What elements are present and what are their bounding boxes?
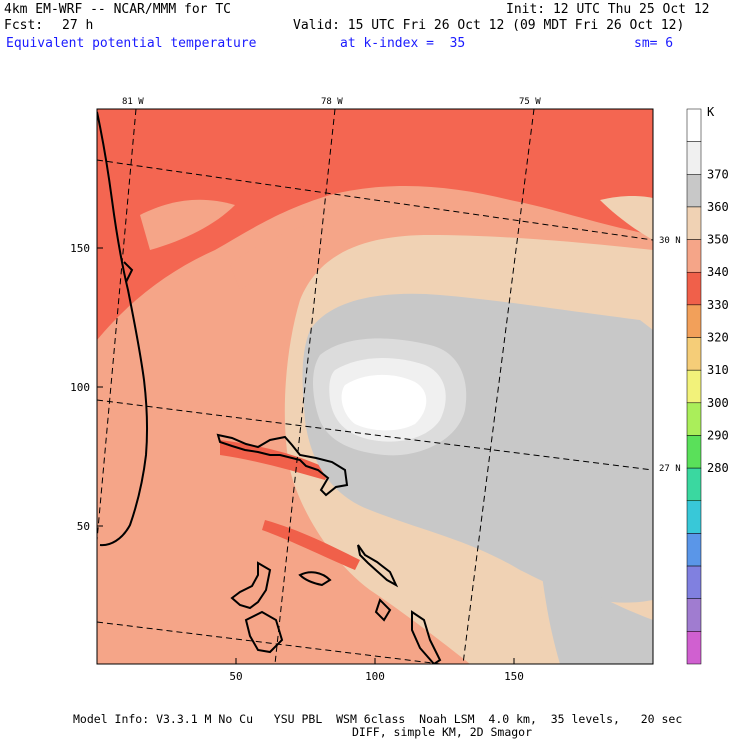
colorbar-label: 350 [707, 233, 729, 247]
colorbar-label: 290 [707, 428, 729, 442]
valid-time: Valid: 15 UTC Fri 26 Oct 12 (09 MDT Fri … [293, 18, 685, 33]
lon-label-75w: 75 W [519, 97, 541, 107]
model-info-2: DIFF, simple KM, 2D Smagor [352, 725, 533, 739]
forecast-hour: 27 h [62, 18, 94, 33]
colorbar-swatch [686, 206, 702, 240]
x-tick-100: 100 [365, 670, 385, 683]
forecast-label: Fcst: [4, 18, 44, 33]
colorbar-swatch [686, 141, 702, 175]
colorbar: 370 360 350 340 330 320 310 300 290 280 [686, 108, 729, 665]
colorbar-swatch [686, 402, 702, 436]
colorbar-label: 280 [707, 461, 729, 475]
axis-ticks [97, 247, 515, 664]
colorbar-swatch [686, 533, 702, 567]
colorbar-label: 360 [707, 200, 729, 214]
colorbar-unit: K [707, 105, 715, 119]
colorbar-swatch [686, 598, 702, 632]
y-tick-50: 50 [77, 520, 90, 533]
lon-label-81w: 81 W [122, 97, 144, 107]
colorbar-swatch [686, 108, 702, 142]
lat-label-30n: 30 N [659, 236, 681, 246]
colorbar-swatch [686, 239, 702, 273]
colorbar-swatch [686, 271, 702, 306]
colorbar-label: 310 [707, 363, 729, 377]
colorbar-swatch [686, 174, 702, 208]
colorbar-swatch [686, 565, 702, 599]
colorbar-label: 330 [707, 298, 729, 312]
colorbar-label: 340 [707, 265, 729, 279]
colorbar-swatch [686, 631, 702, 665]
colorbar-swatch [686, 369, 702, 404]
model-info: Model Info: V3.3.1 M No Cu YSU PBL WSM 6… [73, 712, 683, 726]
coastlines [97, 111, 442, 664]
y-tick-150: 150 [70, 242, 90, 255]
colorbar-swatch [686, 304, 702, 338]
colorbar-swatch [686, 500, 702, 534]
y-tick-100: 100 [70, 381, 90, 394]
field-name: Equivalent potential temperature [6, 36, 257, 51]
vertical-level: at k-index = 35 [340, 36, 466, 51]
theta-e-field [97, 109, 653, 664]
lon-label-78w: 78 W [321, 97, 343, 107]
colorbar-swatch [686, 435, 702, 469]
smoothing: sm= 6 [634, 36, 674, 51]
colorbar-label: 320 [707, 331, 729, 345]
lat-label-27n: 27 N [659, 464, 681, 474]
x-tick-150: 150 [504, 670, 524, 683]
colorbar-swatch [686, 337, 702, 371]
graticule [97, 109, 653, 664]
colorbar-label: 300 [707, 396, 729, 410]
model-title: 4km EM-WRF -- NCAR/MMM for TC [4, 2, 231, 17]
colorbar-label: 370 [707, 167, 729, 181]
colorbar-swatch [686, 467, 702, 502]
init-time: Init: 12 UTC Thu 25 Oct 12 [506, 2, 710, 17]
x-tick-50: 50 [229, 670, 242, 683]
